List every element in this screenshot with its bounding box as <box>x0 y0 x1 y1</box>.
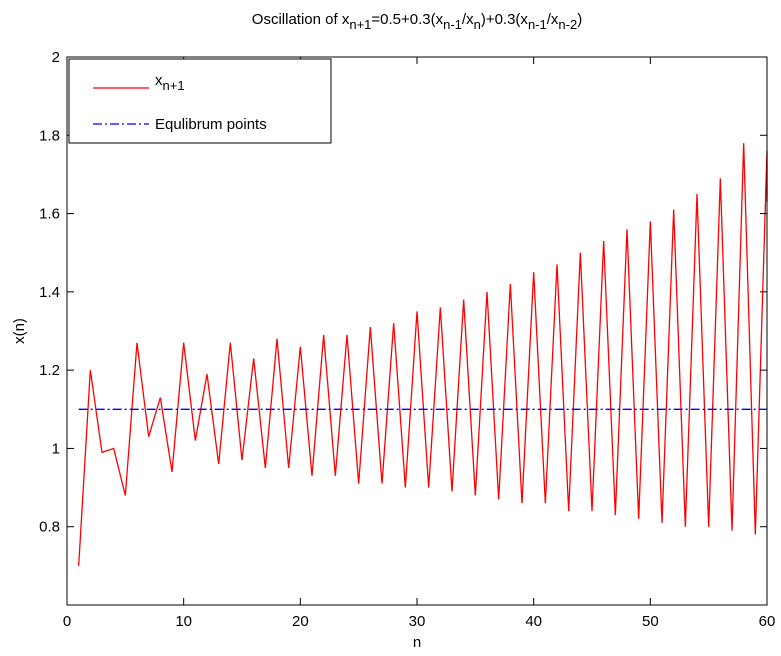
chart-title: Oscillation of xn+1=0.5+0.3(xn-1/xn)+0.3… <box>252 11 582 32</box>
y-axis-label: x(n) <box>11 318 28 344</box>
y-tick-label: 1.8 <box>39 127 60 144</box>
series-layer <box>78 143 768 566</box>
legend-box <box>68 58 332 144</box>
x-tick-label: 30 <box>409 613 426 630</box>
y-tick-label: 1.6 <box>39 206 60 223</box>
legend-label-equilibrium: Equlibrum points <box>155 116 267 133</box>
series-line-x-n-plus-1 <box>78 143 768 566</box>
x-tick-label: 50 <box>642 613 659 630</box>
y-tick-label: 1.4 <box>39 284 60 301</box>
x-tick-label: 0 <box>63 613 71 630</box>
x-tick-label: 20 <box>292 613 309 630</box>
y-tick-label: 0.8 <box>39 519 60 536</box>
y-tick-label: 1.2 <box>39 362 60 379</box>
x-tick-label: 40 <box>525 613 542 630</box>
x-tick-label: 60 <box>759 613 776 630</box>
x-axis-label: n <box>413 634 421 651</box>
y-tick-label: 2 <box>52 49 60 66</box>
text-layer: 0 10 20 30 40 50 60 0.8 1 1.2 1.4 1.6 1.8 2 n x(n) Oscil… <box>11 11 775 651</box>
plot-area <box>67 57 767 605</box>
legend: xn+1 Equlibrum points <box>68 58 332 144</box>
x-tick-label: 10 <box>175 613 192 630</box>
axes-layer <box>66 56 768 606</box>
legend-label-x-n-plus-1: xn+1 <box>155 72 185 93</box>
y-tick-label: 1 <box>52 440 60 457</box>
